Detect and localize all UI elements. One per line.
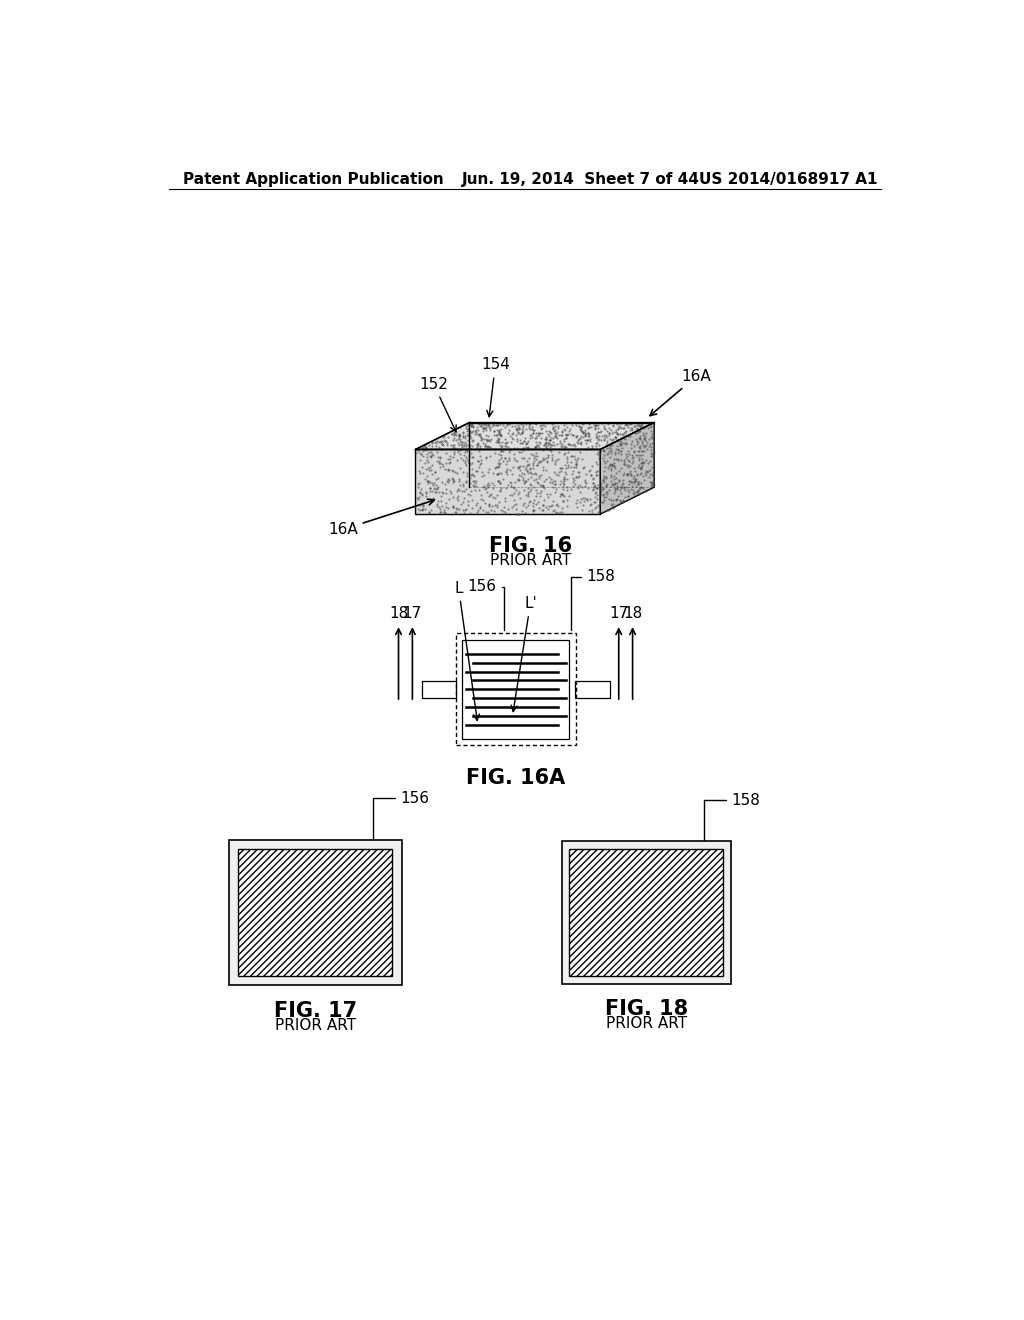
Text: 18: 18 (623, 606, 642, 622)
Text: 17: 17 (402, 606, 422, 622)
Bar (229, 840, 401, 985)
Text: 158: 158 (571, 569, 615, 630)
Text: FIG. 16: FIG. 16 (489, 536, 572, 556)
Text: 18: 18 (389, 606, 409, 622)
Text: 152: 152 (419, 376, 456, 432)
Text: L': L' (511, 597, 537, 711)
Text: PRIOR ART: PRIOR ART (274, 1018, 356, 1032)
Bar (569, 849, 724, 977)
Text: US 2014/0168917 A1: US 2014/0168917 A1 (699, 172, 878, 186)
Text: PRIOR ART: PRIOR ART (606, 1016, 687, 1031)
Text: 156: 156 (467, 579, 504, 630)
Bar (574, 681, 609, 698)
Text: 17: 17 (609, 606, 629, 622)
Text: FIG. 18: FIG. 18 (605, 999, 688, 1019)
Bar (562, 841, 731, 983)
Bar (463, 640, 569, 739)
Text: 154: 154 (481, 358, 510, 417)
Text: Jun. 19, 2014  Sheet 7 of 44: Jun. 19, 2014 Sheet 7 of 44 (462, 172, 699, 186)
Bar (239, 849, 392, 977)
Text: 16A: 16A (328, 499, 434, 537)
Bar (422, 681, 457, 698)
Text: L: L (455, 581, 479, 721)
Text: Patent Application Publication: Patent Application Publication (183, 172, 443, 186)
Text: 16A: 16A (650, 370, 711, 416)
Text: PRIOR ART: PRIOR ART (490, 553, 571, 568)
Polygon shape (416, 422, 654, 449)
Text: 158: 158 (705, 792, 760, 841)
Polygon shape (600, 422, 654, 515)
Text: FIG. 16A: FIG. 16A (466, 768, 565, 788)
Polygon shape (416, 449, 600, 515)
Text: FIG. 17: FIG. 17 (273, 1001, 357, 1020)
Text: 156: 156 (373, 791, 429, 840)
Bar (457, 634, 575, 744)
